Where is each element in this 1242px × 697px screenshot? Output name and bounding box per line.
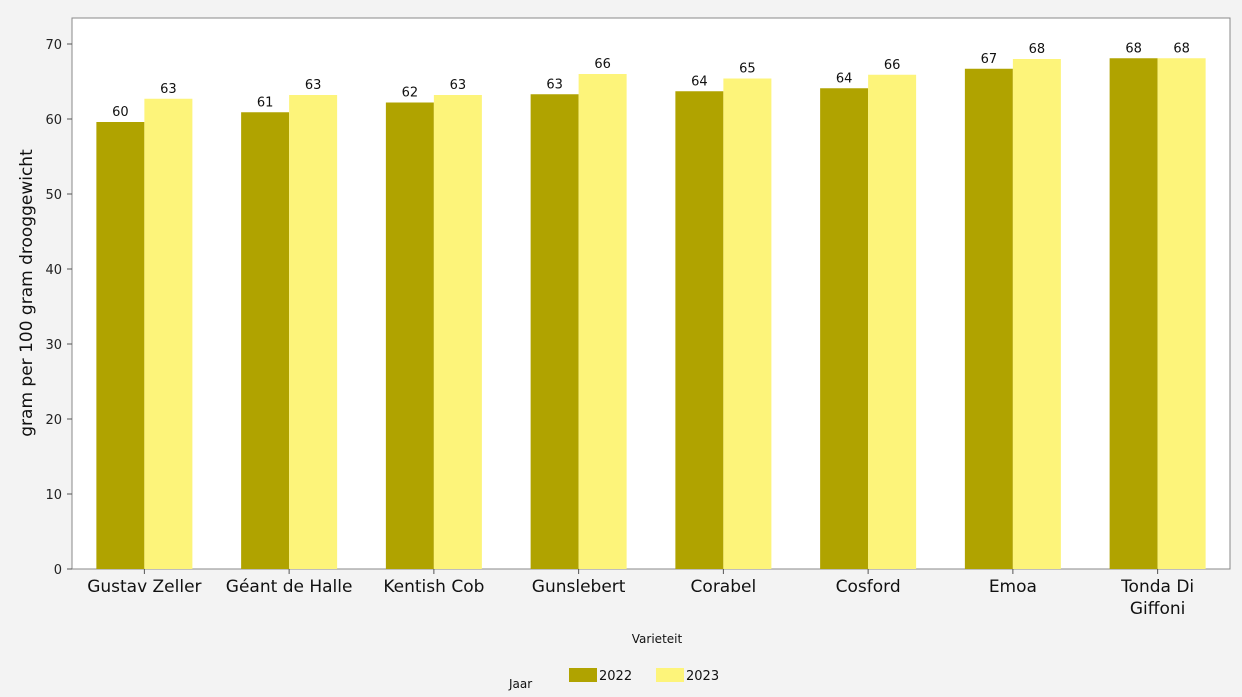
- legend-swatch-2023: [656, 668, 684, 682]
- bar-2022-5: [820, 88, 869, 569]
- bar-2022-3: [530, 94, 579, 569]
- x-tick-label: Gustav Zeller: [87, 577, 201, 597]
- bar-2023-2: [433, 95, 482, 569]
- legend-title: Jaar: [508, 677, 532, 691]
- data-label: 63: [160, 82, 177, 97]
- x-axis-title: Varieteit: [632, 632, 683, 646]
- data-label: 65: [739, 62, 756, 77]
- data-label: 63: [546, 77, 563, 92]
- data-label: 63: [450, 78, 467, 93]
- bar-series-group: 60 63 61 63 62 63 63 66 64 65 64 66 67 68 68 68: [96, 41, 1206, 569]
- data-label: 64: [836, 71, 853, 86]
- data-label: 68: [1125, 41, 1142, 56]
- bar-2023-5: [868, 74, 917, 569]
- y-axis-title: gram per 100 gram drooggewicht: [17, 149, 37, 437]
- y-tick-label: 40: [45, 263, 62, 278]
- y-tick-label: 50: [45, 188, 62, 203]
- y-tick-label: 60: [45, 113, 62, 128]
- bar-2022-0: [96, 122, 145, 569]
- x-tick-label: Cosford: [836, 577, 901, 597]
- data-label: 68: [1173, 41, 1190, 56]
- x-axis: Gustav Zeller Géant de Halle Kentish Cob Gu…: [87, 569, 1194, 619]
- y-tick-label: 0: [54, 563, 62, 578]
- x-tick-label: Corabel: [691, 577, 757, 597]
- data-label: 67: [981, 52, 998, 67]
- data-label: 61: [257, 95, 274, 110]
- y-tick-label: 20: [45, 413, 62, 428]
- bar-2023-4: [723, 78, 772, 569]
- bar-2023-7: [1157, 58, 1206, 569]
- x-tick-label: Emoa: [989, 577, 1037, 597]
- y-axis: 0 10 20 30 40 50 60 70: [45, 38, 72, 578]
- x-tick-label: Gunslebert: [532, 577, 626, 597]
- x-tick-label: Kentish Cob: [383, 577, 484, 597]
- bar-2022-2: [385, 102, 434, 569]
- x-tick-label: Tonda Di Giffoni: [1120, 577, 1194, 619]
- bar-2023-0: [144, 98, 193, 569]
- y-tick-label: 30: [45, 338, 62, 353]
- data-label: 66: [594, 57, 611, 72]
- legend-label-2023: 2023: [686, 669, 719, 684]
- data-label: 66: [884, 58, 901, 73]
- data-label: 64: [691, 74, 708, 89]
- legend-swatch-2022: [569, 668, 597, 682]
- y-tick-label: 10: [45, 488, 62, 503]
- bar-2022-4: [675, 91, 724, 569]
- data-label: 63: [305, 78, 322, 93]
- data-label: 68: [1029, 42, 1046, 57]
- data-label: 62: [402, 86, 419, 101]
- y-tick-label: 70: [45, 38, 62, 53]
- legend-label-2022: 2022: [599, 669, 632, 684]
- bar-2023-6: [1012, 59, 1061, 569]
- legend: Jaar 2022 2023: [508, 668, 719, 691]
- bar-2022-1: [241, 112, 290, 569]
- x-tick-label: Géant de Halle: [226, 577, 353, 597]
- bar-2023-3: [578, 74, 627, 569]
- data-label: 60: [112, 105, 129, 120]
- bar-2022-6: [964, 68, 1013, 569]
- bar-2022-7: [1109, 58, 1158, 569]
- bar-2023-1: [289, 95, 338, 569]
